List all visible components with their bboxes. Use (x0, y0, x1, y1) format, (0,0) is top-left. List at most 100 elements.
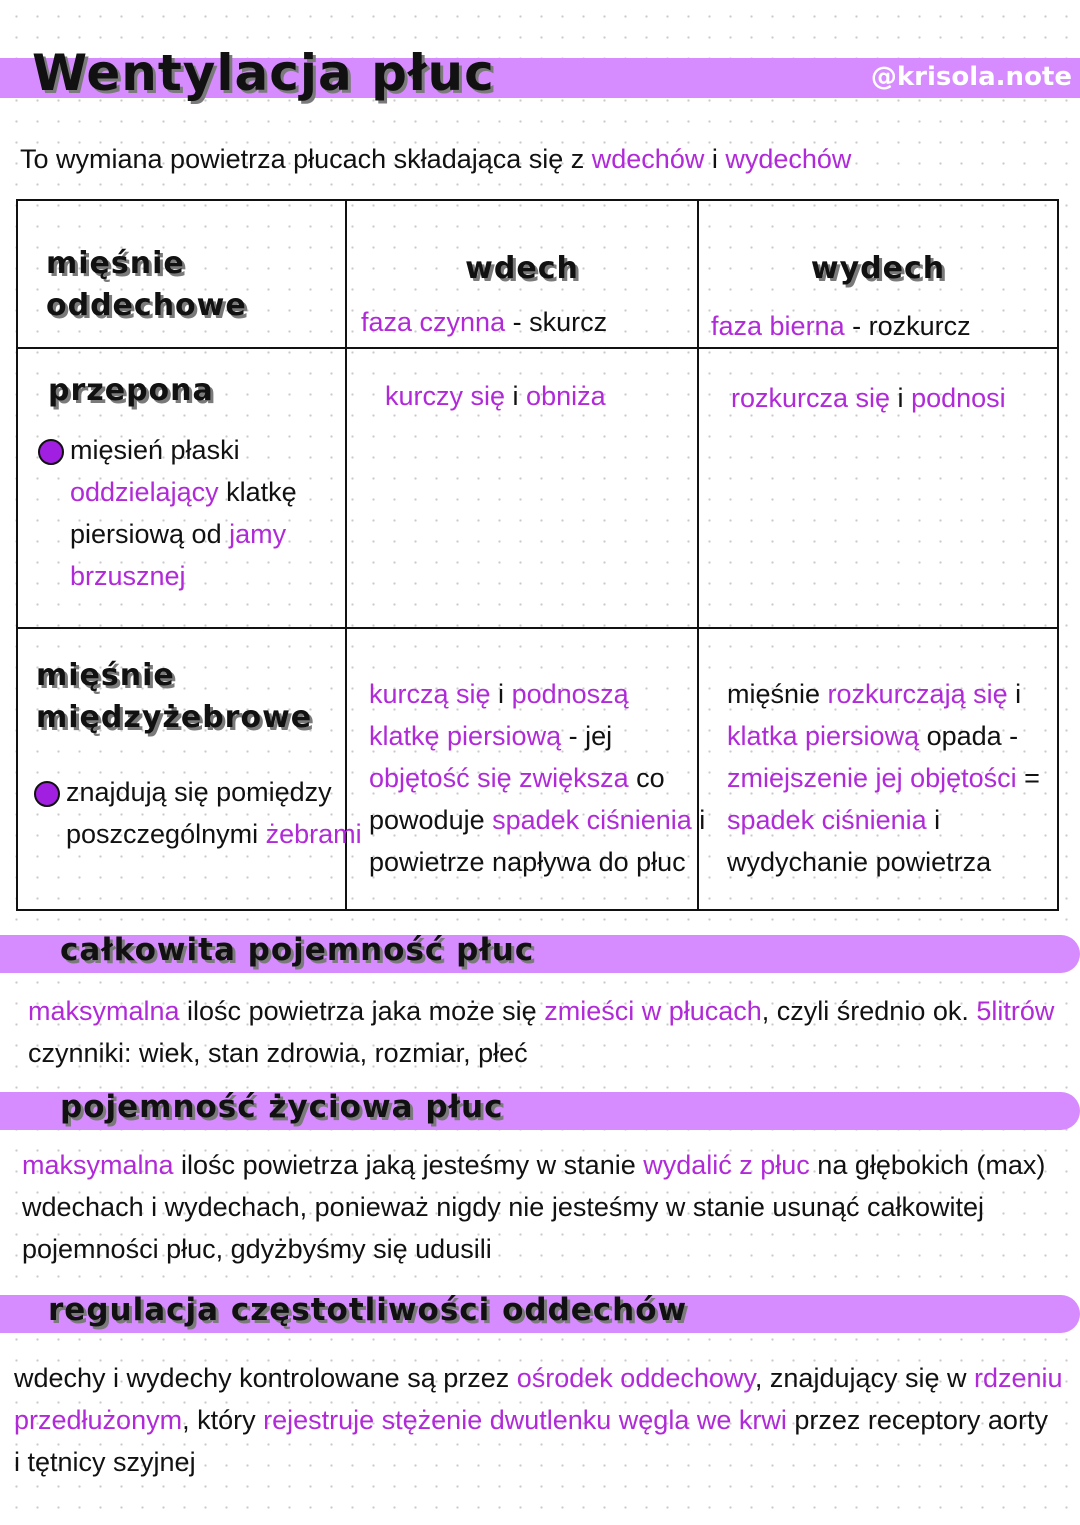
highlighted-term: ośrodek oddechowy (516, 1363, 755, 1393)
highlighted-term: podnosi (911, 383, 1006, 413)
text-line: przedłużonym, który rejestruje stężenie … (14, 1399, 1063, 1441)
section-title-breathing-regulation: regulacja częstotliwości oddechów (48, 1292, 688, 1328)
highlighted-term: kurczy się (385, 381, 506, 411)
text-segment: czynniki: wiek, stan zdrowia, rozmiar, p… (28, 1038, 528, 1068)
muscle-description: znajdują się pomiędzy poszczególnymi żebr… (38, 771, 362, 855)
text-line: wdechach i wydechach, ponieważ nigdy nie… (22, 1186, 1045, 1228)
text-line: powoduje spadek ciśnienia i (369, 799, 705, 841)
text-line: mięśnie rozkurczają się i (727, 673, 1040, 715)
author-handle: @krisola.note (870, 62, 1072, 92)
text-segment: , znajdujący się w (754, 1363, 975, 1393)
text-line: zmiejszenie jej objętości = (727, 757, 1040, 799)
highlighted-term: rozkurcza się (731, 383, 891, 413)
text-segment: = (1016, 763, 1040, 793)
text-segment: i tętnicy szyjnej (14, 1447, 196, 1477)
text-line: piersiową od jamy (42, 513, 297, 555)
section-body-vital-capacity: maksymalna ilośc powietrza jaką jesteśmy… (22, 1144, 1045, 1270)
section-bar (0, 1295, 1080, 1333)
text-line: faza czynna - skurcz (361, 301, 607, 343)
highlighted-term: klatkę piersiową (369, 721, 562, 751)
highlighted-term: podnoszą (511, 679, 629, 709)
highlighted-term: zmieści w płucach (544, 996, 762, 1026)
text-segment: wdechy i wydechy kontrolowane są przez (14, 1363, 517, 1393)
text-segment: przez receptory aorty (786, 1405, 1048, 1435)
header-muscles: mięśnie oddechowe (46, 246, 247, 323)
text-segment: ilośc powietrza jaką jesteśmy w stanie (173, 1150, 644, 1180)
title-bar (0, 58, 1080, 98)
highlighted-term: klatka piersiową (727, 721, 920, 751)
text-line: wdechy i wydechy kontrolowane są przez o… (14, 1357, 1063, 1399)
highlighted-term: rdzeniu (974, 1363, 1063, 1393)
text-line: znajdują się pomiędzy (38, 771, 362, 813)
section-body-breathing-regulation: wdechy i wydechy kontrolowane są przez o… (14, 1357, 1063, 1483)
text-segment: wdechach i wydechach, ponieważ nigdy nie… (22, 1192, 985, 1222)
text-line: faza bierna - rozkurcz (711, 305, 971, 347)
bullet-icon (34, 781, 60, 807)
text-segment: mięsień płaski (70, 435, 240, 465)
highlighted-term: wdechów (591, 144, 705, 174)
text-segment: - rozkurcz (844, 311, 971, 341)
highlighted-term: 5litrów (976, 996, 1055, 1026)
text-segment: powoduje (369, 805, 493, 835)
text-segment: To wymiana powietrza płucach składająca … (20, 144, 592, 174)
text-line: czynniki: wiek, stan zdrowia, rozmiar, p… (28, 1032, 1054, 1074)
text-segment: ilośc powietrza jaka może się (179, 996, 545, 1026)
table-row-diaphragm: przepona mięsień płaski oddzielający klat… (16, 347, 1059, 629)
text-line: objętość się zwiększa co (369, 757, 705, 799)
text-line: spadek ciśnienia i (727, 799, 1040, 841)
section-body-total-capacity: maksymalna ilośc powietrza jaka może się… (28, 990, 1054, 1074)
highlighted-term: objętość się zwiększa (369, 763, 629, 793)
text-line: maksymalna ilośc powietrza jaką jesteśmy… (22, 1144, 1045, 1186)
text-segment: i (890, 383, 912, 413)
text-segment: i (1007, 679, 1022, 709)
text-line: powietrze napływa do płuc (369, 841, 705, 883)
inhale-phase: faza czynna - skurcz (361, 301, 607, 343)
highlighted-term: wydalić z płuc (643, 1150, 810, 1180)
text-segment: i (926, 805, 941, 835)
text-segment: i (505, 381, 527, 411)
exhale-action: rozkurcza się i podnosi (731, 377, 1006, 419)
text-line: mięsień płaski (42, 429, 297, 471)
text-line: klatka piersiową opada - (727, 715, 1040, 757)
text-line: pojemności płuc, gdyżbyśmy się udusili (22, 1228, 1045, 1270)
section-bar (0, 1092, 1080, 1130)
exhale-action: mięśnie rozkurczają się i klatka piersiow… (727, 673, 1040, 883)
text-segment: pojemności płuc, gdyżbyśmy się udusili (22, 1234, 492, 1264)
inhale-action: kurczy się i obniża (385, 375, 606, 417)
text-segment: , czyli średnio ok. (761, 996, 977, 1026)
text-line: poszczególnymi żebrami (38, 813, 362, 855)
section-title-vital-capacity: pojemność życiowa płuc (60, 1089, 504, 1125)
text-line: kurczy się i obniża (385, 375, 606, 417)
text-segment: klatkę (218, 477, 297, 507)
highlighted-term: rejestruje stężenie dwutlenku węgla we k… (263, 1405, 787, 1435)
section-title-total-capacity: całkowita pojemność płuc (60, 932, 535, 968)
text-segment: i (490, 679, 512, 709)
text-segment: - skurcz (505, 307, 608, 337)
highlighted-term: spadek ciśnienia (492, 805, 692, 835)
header-exhale: wydech (810, 251, 946, 286)
highlighted-term: jamy (229, 519, 287, 549)
text-segment: opada - (919, 721, 1019, 751)
table-row-intercostal: mięśnie międzyżebrowe znajdują się pomię… (16, 627, 1059, 911)
inhale-action: kurczą się i podnoszą klatkę piersiową - … (369, 673, 705, 883)
exhale-phase: faza bierna - rozkurcz (711, 305, 971, 347)
text-line: wydychanie powietrza (727, 841, 1040, 883)
highlighted-term: spadek ciśnienia (727, 805, 927, 835)
text-line: brzusznej (42, 555, 297, 597)
highlighted-term: brzusznej (70, 561, 186, 591)
text-segment: i (704, 144, 726, 174)
page-title: Wentylacja płuc (32, 44, 495, 102)
text-line: i tętnicy szyjnej (14, 1441, 1063, 1483)
highlighted-term: kurczą się (369, 679, 491, 709)
intro-text: To wymiana powietrza płucach składająca … (20, 138, 851, 180)
highlighted-term: zmiejszenie jej objętości (727, 763, 1017, 793)
highlighted-term: przedłużonym (14, 1405, 183, 1435)
text-segment: znajdują się pomiędzy (66, 777, 332, 807)
text-segment: - jej (561, 721, 613, 751)
bullet-icon (38, 439, 64, 465)
highlighted-term: wydechów (725, 144, 852, 174)
highlighted-term: rozkurczają się (827, 679, 1008, 709)
text-segment: , który (182, 1405, 264, 1435)
text-line: rozkurcza się i podnosi (731, 377, 1006, 419)
text-line: To wymiana powietrza płucach składająca … (20, 138, 851, 180)
